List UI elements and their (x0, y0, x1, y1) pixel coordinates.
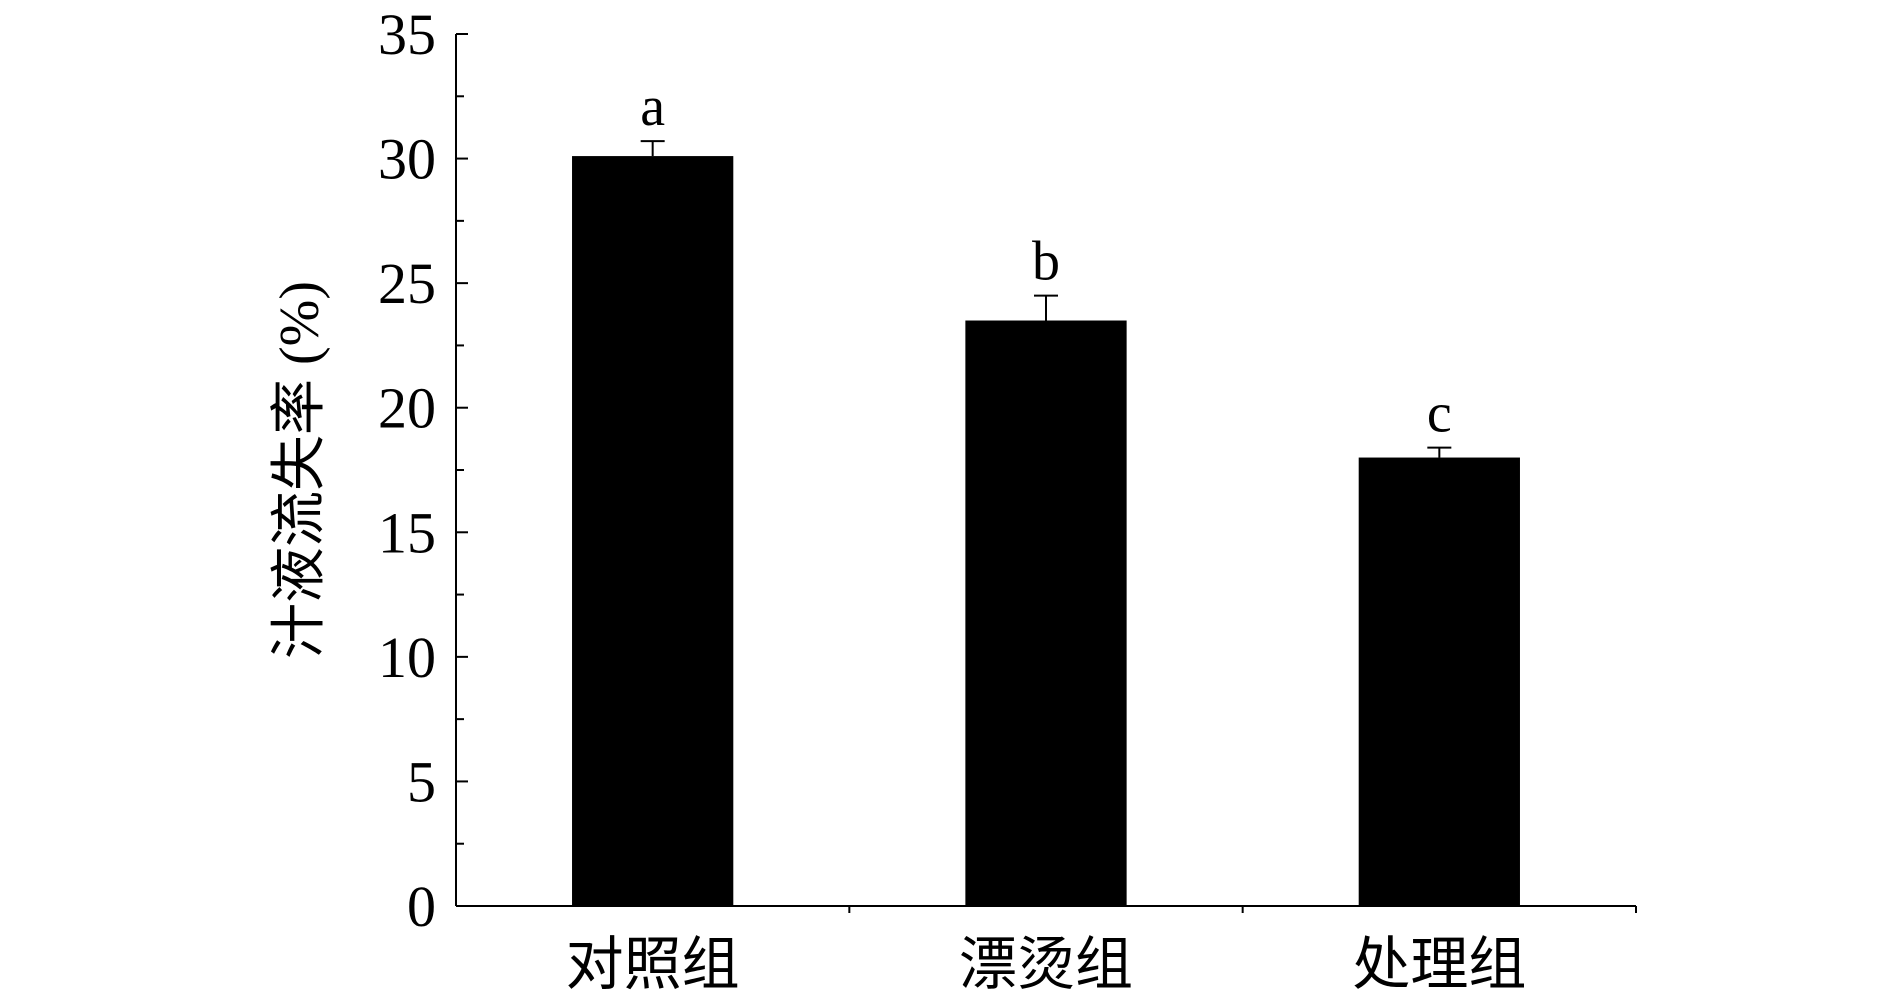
y-tick-label: 10 (378, 625, 436, 690)
y-tick-label: 30 (378, 127, 436, 192)
significance-label: c (1427, 383, 1452, 445)
y-tick-label: 5 (407, 749, 436, 814)
y-tick-label: 0 (407, 874, 436, 939)
significance-label: b (1032, 231, 1060, 293)
x-tick-label: 处理组 (1352, 932, 1526, 997)
x-tick-label: 漂烫组 (959, 932, 1133, 997)
x-tick-label: 对照组 (566, 932, 740, 997)
y-tick-label: 35 (378, 2, 436, 67)
bar (965, 320, 1127, 906)
bar (572, 156, 734, 906)
y-tick-label: 25 (378, 251, 436, 316)
y-tick-label: 20 (378, 376, 436, 441)
y-axis-label: 汁液流失率 (%) (269, 281, 331, 659)
y-tick-label: 15 (378, 500, 436, 565)
bar (1358, 457, 1520, 906)
significance-label: a (640, 76, 665, 138)
